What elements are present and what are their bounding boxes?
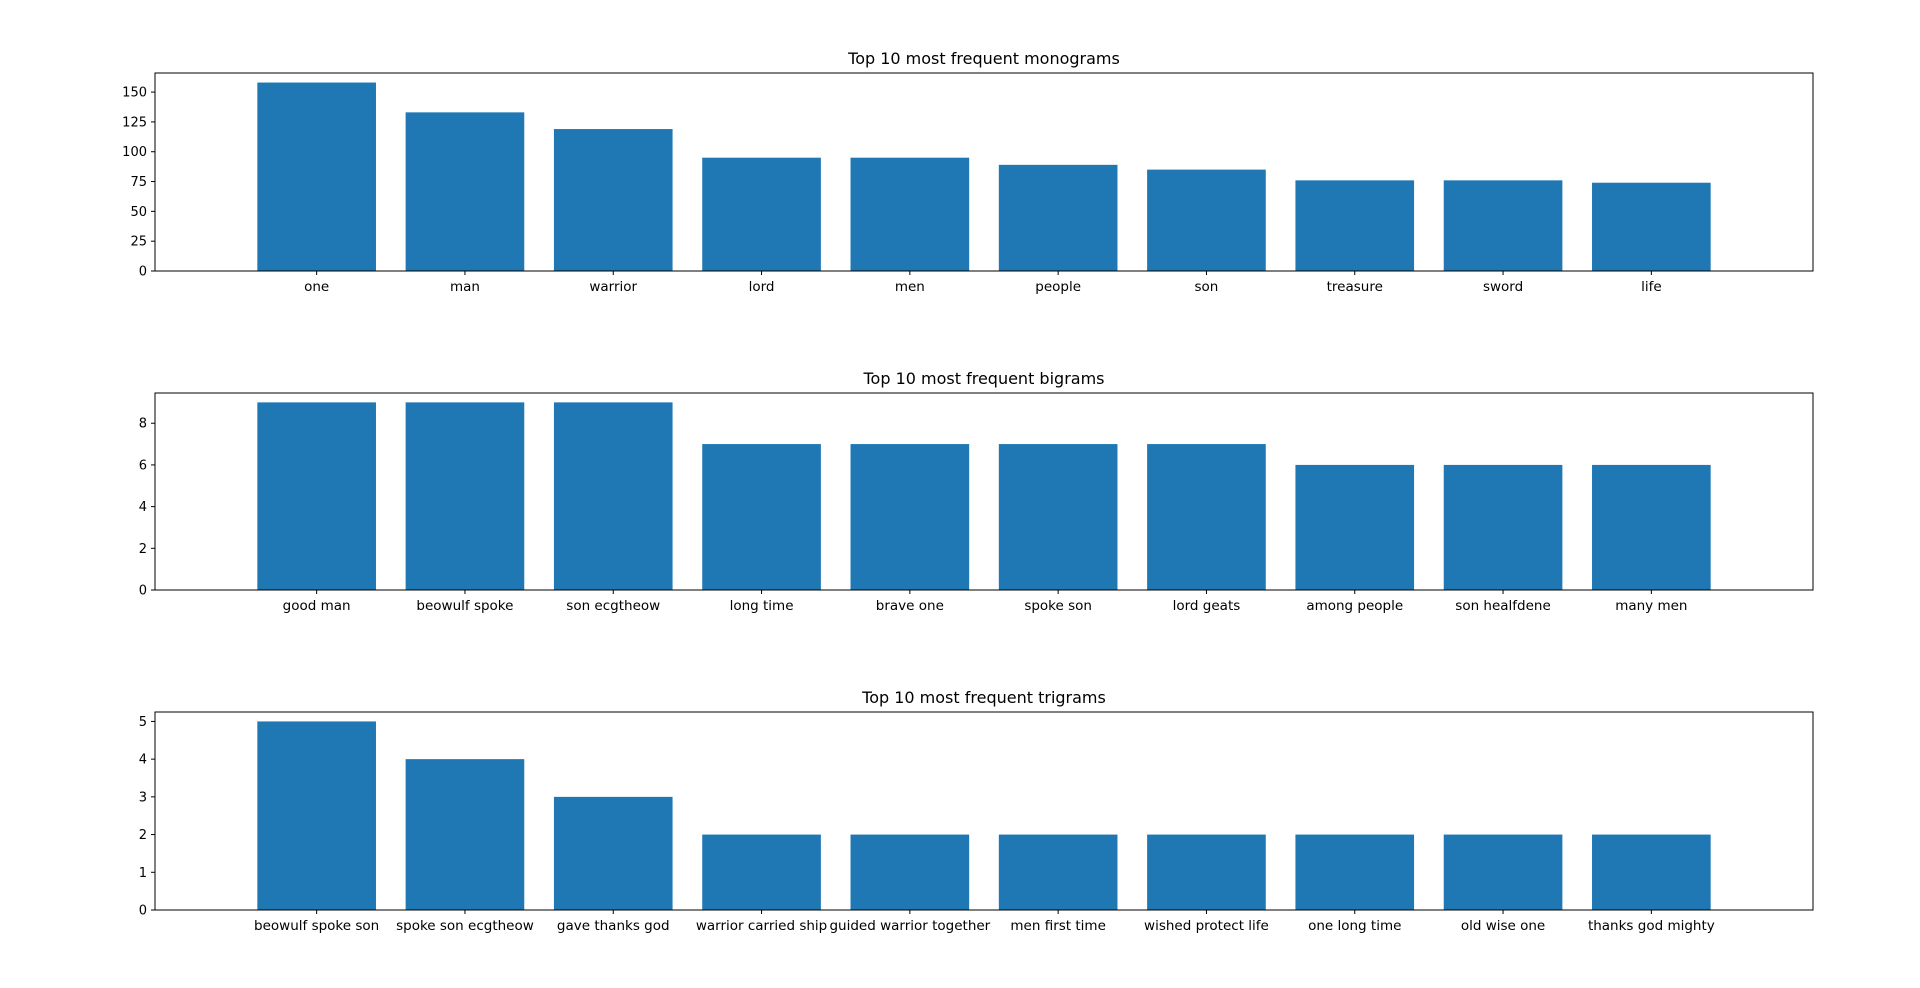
x-tick-label: old wise one [1461,918,1545,934]
y-tick-label: 6 [139,458,147,473]
y-tick-label: 8 [139,417,147,432]
chart-title: Top 10 most frequent monograms [847,49,1120,68]
x-tick-label: lord [749,279,775,295]
chart-3: Top 10 most frequent trigrams beowulf spo… [139,688,1814,934]
bar-2 [405,402,525,590]
y-tick-label: 150 [122,86,147,101]
y-tick-label: 0 [139,265,147,280]
chart-title: Top 10 most frequent bigrams [862,369,1104,388]
bar-2 [405,112,525,271]
x-tick-label: good man [283,598,351,614]
x-tick-label: men [895,279,925,295]
axes-frame [154,711,1814,911]
y-tick-label: 3 [139,790,147,805]
bar-10 [1592,464,1711,590]
y-tick-label: 100 [122,145,147,160]
x-tick-label: people [1035,279,1081,295]
bar-10 [1592,834,1711,910]
y-tick-label: 2 [139,828,147,843]
bar-7 [1147,169,1266,271]
chart-title: Top 10 most frequent trigrams [861,688,1106,707]
bar-8 [1295,464,1415,590]
x-tick-label: long time [730,598,794,614]
x-tick-label: many men [1615,598,1687,614]
bar-4 [702,444,821,590]
y-tick-label: 5 [139,715,147,730]
bar-8 [1295,180,1415,271]
y-tick-label: 4 [139,753,147,768]
bar-6 [998,164,1118,271]
x-tick-label: beowulf spoke [416,598,513,614]
bar-7 [1147,834,1266,910]
y-tick-label: 4 [139,500,147,515]
bar-6 [998,444,1118,590]
y-tick-label: 1 [139,866,147,881]
bar-4 [702,157,821,271]
x-tick-label: sword [1483,279,1523,295]
bar-5 [850,834,970,910]
x-tick-label: life [1641,279,1662,295]
y-tick-label: 50 [130,205,147,220]
y-tick-label: 125 [122,115,147,130]
bar-3 [553,796,673,910]
x-tick-label: one long time [1308,918,1401,934]
x-tick-label: thanks god mighty [1588,918,1715,934]
y-tick-label: 0 [139,904,147,919]
x-tick-label: guided warrior together [829,918,990,934]
y-tick-label: 2 [139,542,147,557]
x-tick-label: son ecgtheow [566,598,660,614]
bar-9 [1443,180,1563,271]
bar-8 [1295,834,1415,910]
x-tick-label: wished protect life [1144,918,1269,934]
chart-2: Top 10 most frequent bigrams good man beow… [139,369,1814,614]
bar-1 [257,402,376,590]
x-tick-label: treasure [1327,279,1383,295]
chart-1: Top 10 most frequent monograms one man warr… [122,49,1814,295]
bar-5 [850,444,970,590]
bar-9 [1443,834,1563,910]
x-tick-label: beowulf spoke son [254,918,379,934]
bar-10 [1592,182,1711,271]
axes-frame [154,392,1814,591]
x-tick-label: men first time [1010,918,1105,934]
x-tick-label: warrior carried ship [696,918,827,934]
bar-4 [702,834,821,910]
bar-3 [553,129,673,271]
x-tick-label: spoke son ecgtheow [396,918,534,934]
y-tick-label: 0 [139,584,147,599]
bar-9 [1443,464,1563,590]
x-tick-label: son healfdene [1455,598,1551,614]
x-tick-label: brave one [876,598,944,614]
bar-5 [850,157,970,271]
x-tick-label: spoke son [1024,598,1092,614]
bar-1 [257,82,376,271]
y-tick-label: 75 [130,175,147,190]
bar-7 [1147,444,1266,590]
bar-2 [405,759,525,910]
x-tick-label: son [1195,279,1219,295]
x-tick-label: lord geats [1173,598,1241,614]
bar-6 [998,834,1118,910]
x-tick-label: one [304,279,329,295]
x-tick-label: man [450,279,480,295]
x-tick-label: among people [1306,598,1403,614]
x-tick-label: warrior [589,279,637,295]
y-tick-label: 25 [130,235,147,250]
axes-frame [154,72,1814,272]
bar-1 [257,721,376,910]
x-tick-label: gave thanks god [557,918,670,934]
bar-3 [553,402,673,590]
